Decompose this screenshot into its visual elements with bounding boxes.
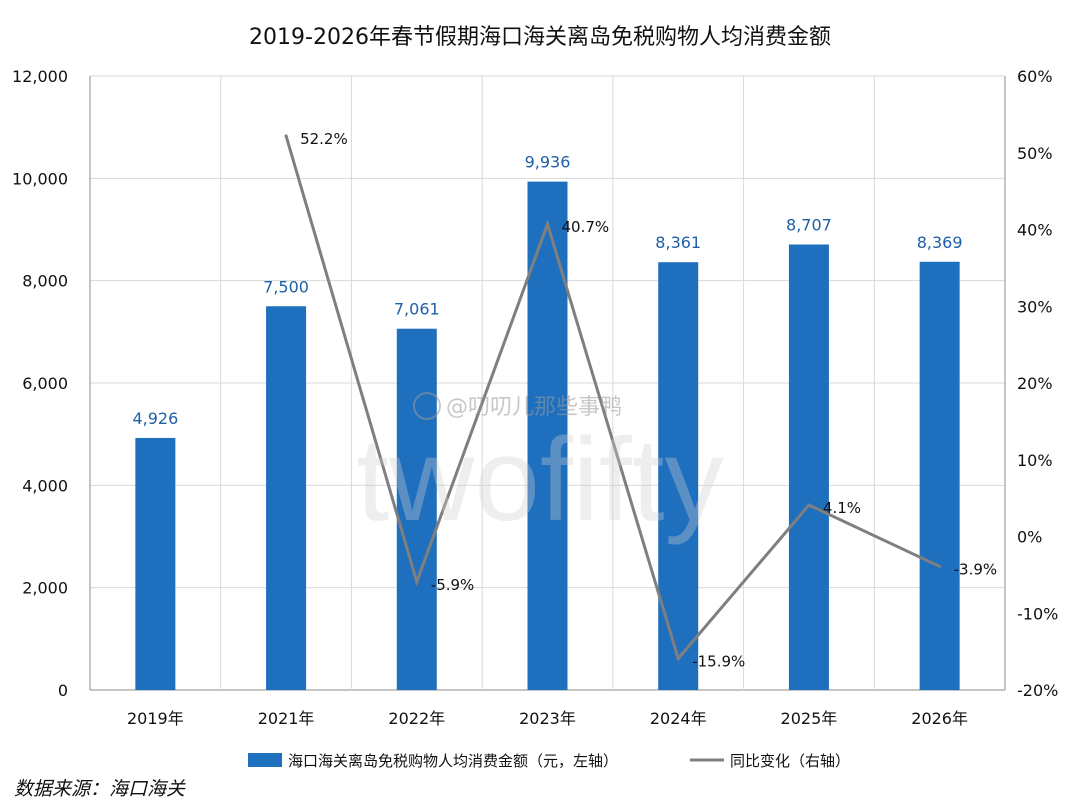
legend-bar-label: 海口海关离岛免税购物人均消费金额（元，左轴） <box>288 752 618 770</box>
y-right-tick-label: 30% <box>1017 297 1053 316</box>
bar <box>788 244 829 691</box>
bar <box>266 306 307 690</box>
watermark-brand: twofifty <box>356 414 723 546</box>
bar <box>919 261 960 690</box>
line-data-label: -15.9% <box>692 653 745 671</box>
y-right-tick-label: -10% <box>1017 604 1058 623</box>
source-note: 数据来源：海口海关 <box>14 778 186 800</box>
x-tick-label: 2022年 <box>388 709 445 728</box>
line-data-label: -3.9% <box>954 560 998 578</box>
bar <box>396 328 437 690</box>
axis-ticks: 0 2,000 4,000 6,000 8,000 10,000 12,000 -20% -10… <box>12 67 1058 728</box>
y-right-tick-label: 40% <box>1017 221 1053 240</box>
bar-data-label: 4,926 <box>132 409 178 428</box>
watermark-handle: @叨叨儿那些事鸭 <box>446 395 622 420</box>
y-left-tick-label: 8,000 <box>22 272 68 291</box>
bar-data-label: 7,500 <box>263 277 309 296</box>
yoy-line <box>284 135 941 662</box>
legend: 海口海关离岛免税购物人均消费金额（元，左轴） 同比变化（右轴） <box>248 752 850 770</box>
y-right-tick-label: 50% <box>1017 144 1053 163</box>
y-right-tick-label: 20% <box>1017 374 1053 393</box>
y-right-tick-label: 10% <box>1017 451 1053 470</box>
x-tick-label: 2021年 <box>258 709 315 728</box>
legend-line-label: 同比变化（右轴） <box>730 752 850 770</box>
y-right-tick-label: 60% <box>1017 67 1053 86</box>
x-tick-label: 2023年 <box>519 709 576 728</box>
line-point <box>546 222 549 226</box>
x-tick-label: 2019年 <box>127 709 184 728</box>
x-tick-label: 2024年 <box>650 709 707 728</box>
y-left-tick-label: 6,000 <box>22 374 68 393</box>
bar-data-label: 8,707 <box>786 215 832 234</box>
bar <box>135 437 176 690</box>
bar-data-label: 8,361 <box>655 233 701 252</box>
y-left-tick-label: 4,000 <box>22 476 68 495</box>
line-data-label: 40.7% <box>562 218 610 236</box>
y-left-tick-label: 10,000 <box>12 169 68 188</box>
y-left-tick-label: 2,000 <box>22 579 68 598</box>
line-point <box>415 580 419 584</box>
x-tick-label: 2026年 <box>911 709 968 728</box>
line-series <box>284 134 942 662</box>
y-right-tick-label: -20% <box>1017 681 1058 700</box>
bar-data-label: 8,369 <box>917 233 963 252</box>
bar-data-label: 9,936 <box>525 153 571 172</box>
legend-bar-swatch <box>248 753 282 767</box>
weibo-icon <box>413 392 441 420</box>
x-tick-label: 2025年 <box>781 709 838 728</box>
line-point <box>284 134 288 138</box>
watermark: twofifty@叨叨儿那些事鸭 <box>356 392 724 546</box>
line-point <box>807 503 811 507</box>
y-right-tick-label: 0% <box>1017 528 1042 547</box>
line-point <box>676 657 680 661</box>
line-point <box>938 564 942 568</box>
line-data-label: -5.9% <box>431 576 475 594</box>
y-left-tick-label: 0 <box>58 681 68 700</box>
chart-title: 2019-2026年春节假期海口海关离岛免税购物人均消费金额 <box>249 25 831 50</box>
bar-series <box>135 181 960 691</box>
line-data-label: 52.2% <box>300 130 348 148</box>
bar-data-label: 7,061 <box>394 300 440 319</box>
line-data-label: 4.1% <box>823 499 861 517</box>
y-left-tick-label: 12,000 <box>12 67 68 86</box>
data-labels: 4,926 7,500 7,061 9,936 8,361 8,707 8,369 52.2%… <box>132 130 997 671</box>
